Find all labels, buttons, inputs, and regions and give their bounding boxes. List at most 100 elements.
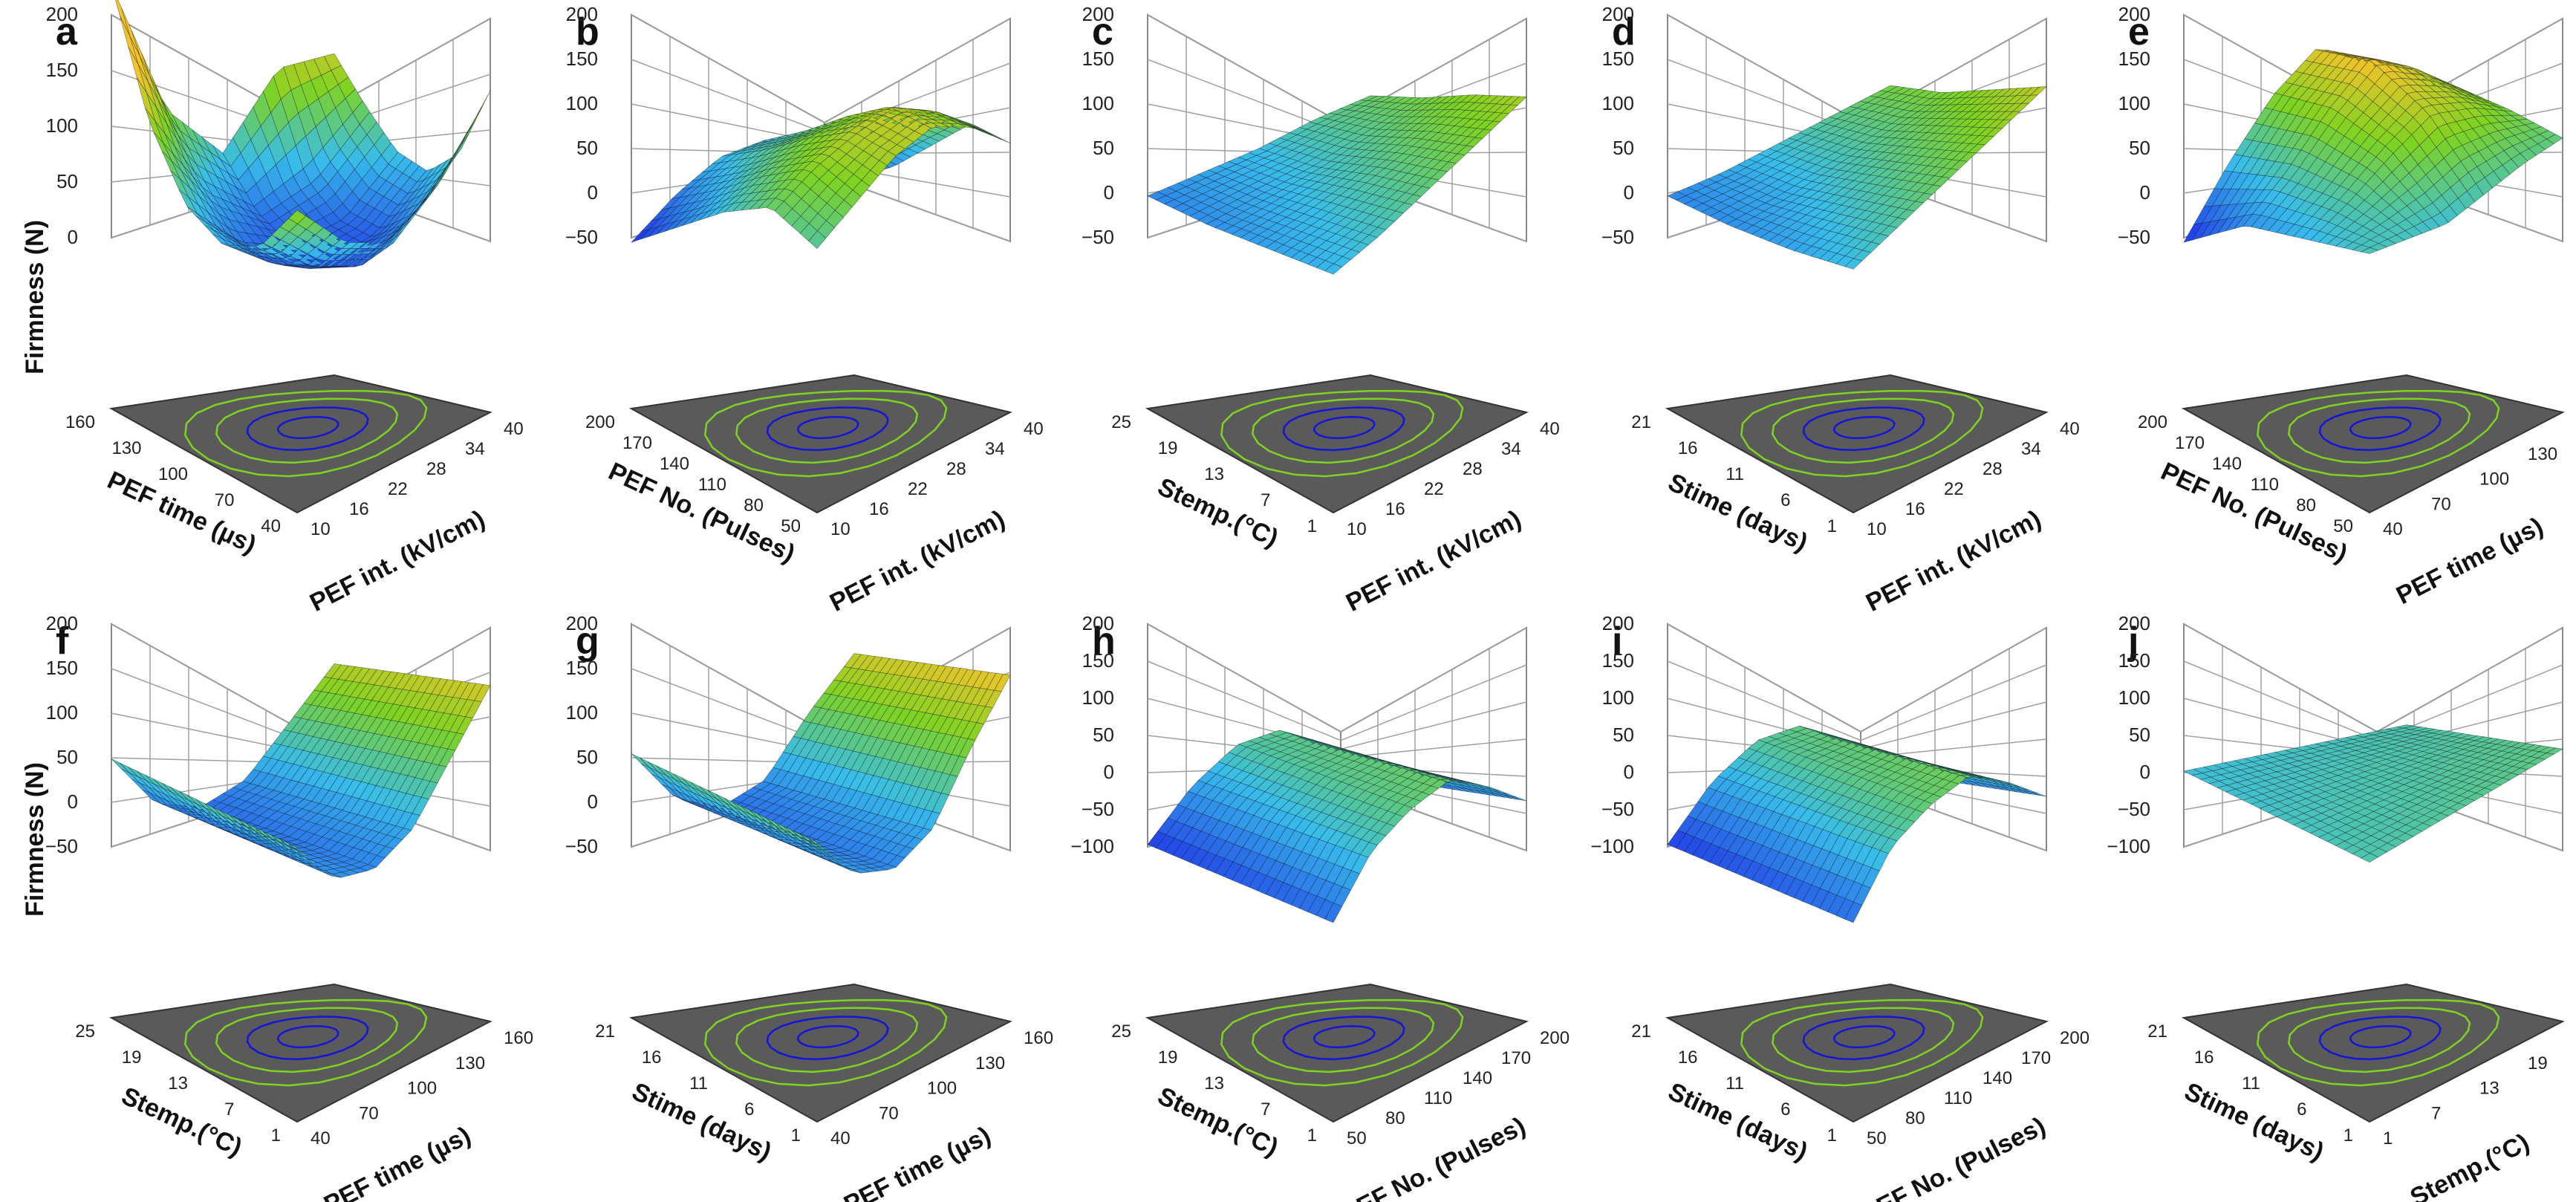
chart-panel-e: e200150100500−50407010013016050801101401… [2118, 3, 2565, 610]
y-tick-label: 1 [271, 1125, 281, 1146]
x-tick-label: 40 [2383, 519, 2403, 539]
z-gridline [631, 14, 1011, 123]
surface-facet [2029, 86, 2047, 96]
z-tick-label: −50 [2118, 798, 2150, 820]
x-tick-label: 80 [1385, 1108, 1405, 1128]
y-tick-label: 16 [642, 1047, 662, 1068]
contour-line [2257, 389, 2500, 478]
z-tick-label: 0 [1624, 761, 1634, 783]
x-axis-title: PEF time (µs) [319, 1121, 475, 1202]
x-tick-label: 34 [985, 439, 1005, 459]
z-tick-label: 50 [1093, 724, 1114, 746]
z-tick-label: 150 [1082, 649, 1114, 672]
y-tick-label: 19 [122, 1047, 142, 1068]
x-tick-label: 16 [349, 499, 369, 519]
x-tick-label: 16 [869, 499, 889, 519]
x-tick-label: 130 [455, 1053, 485, 1073]
z-tick-label: −50 [1082, 226, 1114, 248]
contour-line [1772, 397, 1955, 464]
y-tick-label: 140 [2212, 454, 2242, 474]
y-tick-label: 110 [698, 475, 726, 495]
x-tick-label: 140 [1983, 1068, 2012, 1088]
y-tick-label: 6 [1780, 1099, 1790, 1120]
chart-panel-h: h200150100500−50−10050801101401702001713… [1070, 612, 1570, 1202]
response-surface [115, 0, 491, 269]
contour-line [704, 389, 948, 478]
contour-line [796, 415, 859, 440]
y-tick-label: 13 [1204, 464, 1224, 484]
x-tick-label: 40 [2060, 419, 2080, 439]
z-tick-label: 0 [2140, 181, 2150, 204]
contour-line [246, 406, 369, 452]
x-tick-label: 130 [975, 1053, 1005, 1073]
z-tick-label: 100 [46, 701, 78, 724]
contour-floor [108, 374, 492, 514]
x-axis-title: PEF int. (kV/cm) [305, 505, 489, 617]
y-tick-label: 6 [744, 1099, 754, 1120]
contour-line [2288, 397, 2471, 464]
y-tick-label: 80 [744, 496, 764, 516]
x-tick-label: 16 [1385, 499, 1405, 519]
x-tick-label: 40 [1024, 419, 1044, 439]
z-tick-label: 150 [566, 48, 598, 70]
y-tick-label: 21 [1631, 1021, 1651, 1042]
z-tick-label: 100 [1082, 92, 1114, 114]
contour-line [1740, 389, 1984, 478]
y-tick-label: 7 [1261, 1099, 1270, 1120]
z-tick-label: 200 [566, 3, 598, 25]
z-tick-label: −50 [1601, 226, 1634, 248]
panel-letter: b [576, 10, 599, 53]
z-tick-label: −50 [45, 835, 78, 857]
y-tick-label: 80 [2296, 496, 2316, 516]
y-tick-label: 1 [1827, 516, 1837, 536]
x-tick-label: 40 [504, 419, 524, 439]
z-tick-label: 100 [566, 701, 598, 724]
y-tick-label: 25 [1111, 1021, 1131, 1042]
contour-line [735, 397, 919, 464]
contour-line [1220, 389, 1464, 478]
z-tick-label: 0 [2140, 761, 2150, 783]
y-tick-label: 16 [1678, 1047, 1698, 1068]
y-tick-label: 7 [1261, 490, 1270, 510]
contour-floor [628, 374, 1012, 514]
surface-facet [994, 135, 1011, 143]
surface-facet [474, 90, 491, 120]
z-tick-label: 50 [2129, 137, 2150, 159]
x-tick-label: 10 [830, 519, 850, 539]
contour-floor [1665, 374, 2049, 514]
y-tick-label: 11 [689, 1073, 708, 1094]
z-tick-label: 50 [56, 170, 78, 192]
z-tick-label: 50 [576, 137, 598, 159]
chart-panel-j: j200150100500−50−1001713192516111621Stem… [2107, 612, 2565, 1202]
z-tick-label: −50 [1601, 798, 1634, 820]
z-tick-label: 0 [588, 790, 598, 813]
y-tick-label: 19 [1158, 1047, 1178, 1068]
x-tick-label: 70 [359, 1103, 379, 1123]
x-axis-title: PEF No. (Pulses) [1857, 1112, 2050, 1202]
x-tick-label: 34 [2021, 439, 2041, 459]
x-tick-label: 50 [1347, 1128, 1367, 1149]
y-tick-label: 170 [2175, 433, 2205, 453]
z-tick-label: 50 [1613, 724, 1634, 746]
y-tick-label: 19 [1158, 438, 1178, 458]
chart-panel-c: c200150100500−5010162228344017131925PEF … [1082, 3, 1560, 617]
z-tick-label: 100 [2118, 92, 2150, 114]
z-tick-label: −50 [2118, 226, 2150, 248]
x-tick-label: 110 [1944, 1088, 1972, 1108]
z-tick-label: −100 [1590, 835, 1634, 857]
x-tick-label: 34 [1501, 439, 1521, 459]
z-tick-label: 150 [2118, 649, 2150, 672]
x-axis-title: PEF time (µs) [2392, 512, 2548, 610]
y-tick-label: 160 [65, 412, 95, 432]
z-tick-label: 150 [1602, 48, 1634, 70]
z-tick-label: 200 [1082, 3, 1114, 25]
x-tick-label: 40 [1540, 419, 1560, 439]
x-tick-label: 28 [1463, 459, 1483, 479]
x-tick-label: 22 [388, 479, 408, 499]
y-tick-label: 25 [75, 1021, 95, 1042]
z-axis-title: Firmness (N) [21, 762, 49, 917]
contour-line [1282, 406, 1405, 452]
y-axis-title: Stemp.(°C) [1154, 472, 1283, 553]
x-tick-label: 110 [1424, 1088, 1452, 1108]
x-tick-label: 28 [426, 459, 446, 479]
